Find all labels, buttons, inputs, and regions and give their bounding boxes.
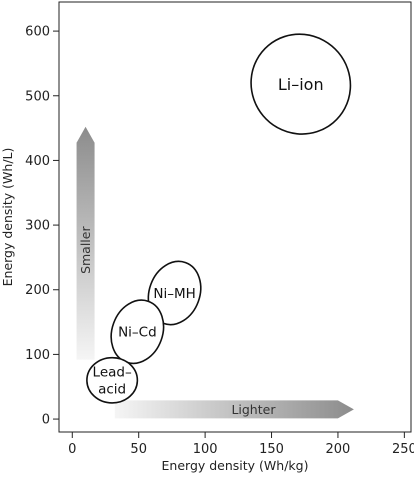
arrow-shape: [114, 400, 354, 419]
y-tick-label: 300: [25, 219, 50, 234]
region-li-ion: Li–ion: [250, 33, 352, 135]
arrow-smaller: Smaller: [76, 126, 95, 360]
x-tick-label: 0: [68, 442, 76, 457]
y-tick-label: 400: [25, 154, 50, 169]
plot-frame: [58, 1, 412, 433]
region-label: Ni–Cd: [118, 325, 157, 341]
y-tick-label: 500: [25, 89, 50, 104]
x-axis: 0 50 100 150 200 250: [68, 432, 414, 457]
x-tick-label: 250: [392, 442, 414, 457]
y-tick-label: 0: [42, 413, 50, 428]
region-label: Ni–MH: [153, 286, 195, 302]
x-tick-label: 100: [193, 442, 218, 457]
arrow-label: Smaller: [78, 226, 93, 274]
y-axis-title: Energy density (Wh/L): [0, 148, 15, 287]
x-tick-label: 200: [326, 442, 351, 457]
region-ni-cd: Ni–Cd: [110, 299, 165, 365]
region-label: Lead– acid: [93, 365, 132, 398]
region-label: Li–ion: [278, 75, 324, 94]
y-tick-label: 600: [25, 25, 50, 40]
y-axis: 0 100 200 300 400 500 600: [25, 25, 59, 428]
region-ellipse: [250, 33, 352, 135]
y-tick-label: 200: [25, 283, 50, 298]
region-ellipse: [86, 356, 139, 404]
x-tick-label: 50: [130, 442, 147, 457]
region-lead-acid: Lead– acid: [86, 356, 139, 404]
x-tick-label: 150: [259, 442, 284, 457]
regions-layer: Li–ion Ni–MH Ni–Cd Lead– acid: [86, 33, 352, 404]
arrows-layer: Lighter Smaller: [76, 126, 354, 419]
arrow-shape: [76, 126, 95, 360]
arrow-label: Lighter: [231, 402, 276, 417]
y-tick-label: 100: [25, 348, 50, 363]
x-axis-title: Energy density (Wh/kg): [162, 458, 309, 473]
arrow-lighter: Lighter: [114, 400, 354, 419]
